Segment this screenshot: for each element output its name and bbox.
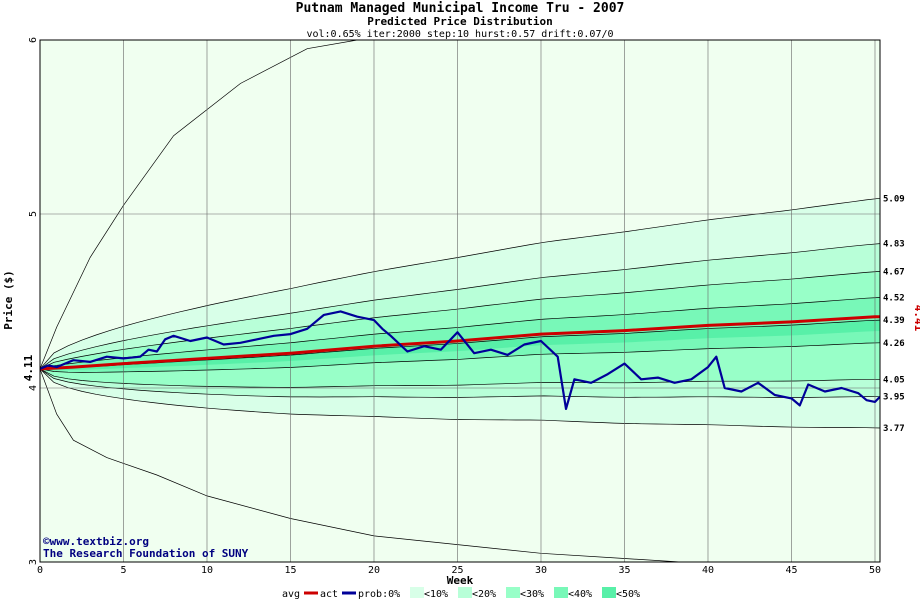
legend-band-label: <10% [424,589,448,600]
band-value-label: 4.67 [883,267,905,277]
chart-title: Putnam Managed Municipal Income Tru - 20… [296,1,625,16]
band-value-label: 4.39 [883,316,905,326]
x-tick-label: 50 [869,565,881,576]
legend-band-swatch [458,587,472,598]
outer-envelope-line [40,368,687,562]
legend-band-swatch [506,587,520,598]
x-tick-label: 15 [284,565,296,576]
band-value-label: 3.95 [883,393,905,403]
avg-series-line [40,315,880,371]
legend-avg-label: avg [282,589,300,600]
band-value-label: 3.77 [883,424,905,434]
band-line [40,271,880,370]
legend-band-swatch [410,587,424,598]
y-tick-label: 5 [28,211,39,217]
actual-series-line [40,310,880,410]
y-tick-label: 4 [28,385,39,391]
x-tick-label: 20 [368,565,380,576]
x-tick-label: 40 [702,565,714,576]
legend-band-swatch [554,587,568,598]
plot-content [40,40,880,562]
outer-envelope-line [40,40,358,370]
x-tick-label: 10 [201,565,213,576]
x-tick-label: 35 [618,565,630,576]
band-line [40,368,880,429]
x-tick-label: 5 [120,565,126,576]
chart-subtitle: Predicted Price Distribution [367,15,552,28]
legend-prob-label: prob:0% [358,589,400,600]
x-tick-label: 0 [37,565,43,576]
legend-act-label: act [320,589,338,600]
copyright-text: ©www.textbiz.org [43,535,149,548]
legend-band-label: <50% [616,589,640,600]
y-tick-label: 3 [28,559,39,565]
band-value-label: 4.83 [883,240,905,250]
band-value-label: 4.52 [883,294,905,304]
org-text: The Research Foundation of SUNY [43,547,249,560]
band-line [40,297,880,370]
x-tick-label: 30 [535,565,547,576]
legend: avg act prob:0% <10% <20% <30% <40% <50% [282,587,640,600]
y-axis-label: Price ($) [2,270,15,330]
legend-band-swatch [602,587,616,598]
plot-area: 0 5 10 15 20 25 30 35 40 45 5034565.094.834.674.52… [28,37,905,576]
start-value-label: 4.11 [22,354,35,381]
chart-params: vol:0.65% iter:2000 step:10 hurst:0.57 d… [306,29,613,40]
legend-band-label: <40% [568,589,592,600]
band-line [40,368,880,388]
x-axis-label: Week [447,574,474,587]
legend-band-label: <30% [520,589,544,600]
current-value-label: 4.41 [912,305,920,332]
x-tick-label: 45 [785,565,797,576]
legend-band-label: <20% [472,589,496,600]
band-value-label: 5.09 [883,194,905,204]
x-tick-label: 25 [451,565,463,576]
y-tick-label: 6 [28,37,39,43]
band-value-label: 4.05 [883,375,905,385]
band-value-label: 4.26 [883,339,905,349]
band-line [40,197,880,370]
band-line [40,243,880,370]
band-line [40,342,880,373]
plot-frame [39,39,881,563]
band-line [40,368,880,398]
